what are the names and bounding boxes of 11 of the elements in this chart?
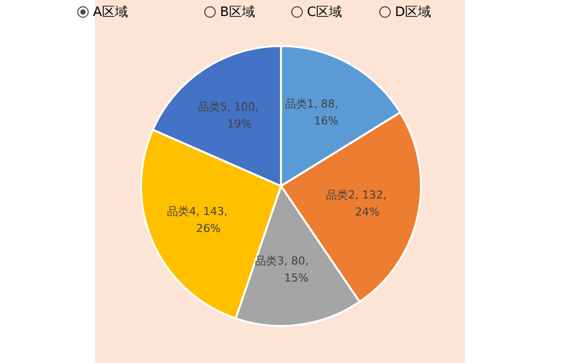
data-label: , 80, 15%	[284, 254, 309, 284]
data-label: , 88, 16%	[314, 98, 338, 128]
text: D区域	[395, 5, 432, 20]
slice-label: 品类3	[255, 254, 284, 268]
slice-label: 品类4	[167, 204, 196, 218]
data-label: , 100, 19%	[227, 100, 259, 131]
data-label: , 143, 26%	[196, 204, 228, 235]
slice-label: 品类2	[326, 188, 356, 202]
slice-label: 品类1	[284, 98, 314, 111]
data-label: , 132, 24%	[355, 188, 387, 219]
slice-label: 品类5	[198, 100, 228, 114]
